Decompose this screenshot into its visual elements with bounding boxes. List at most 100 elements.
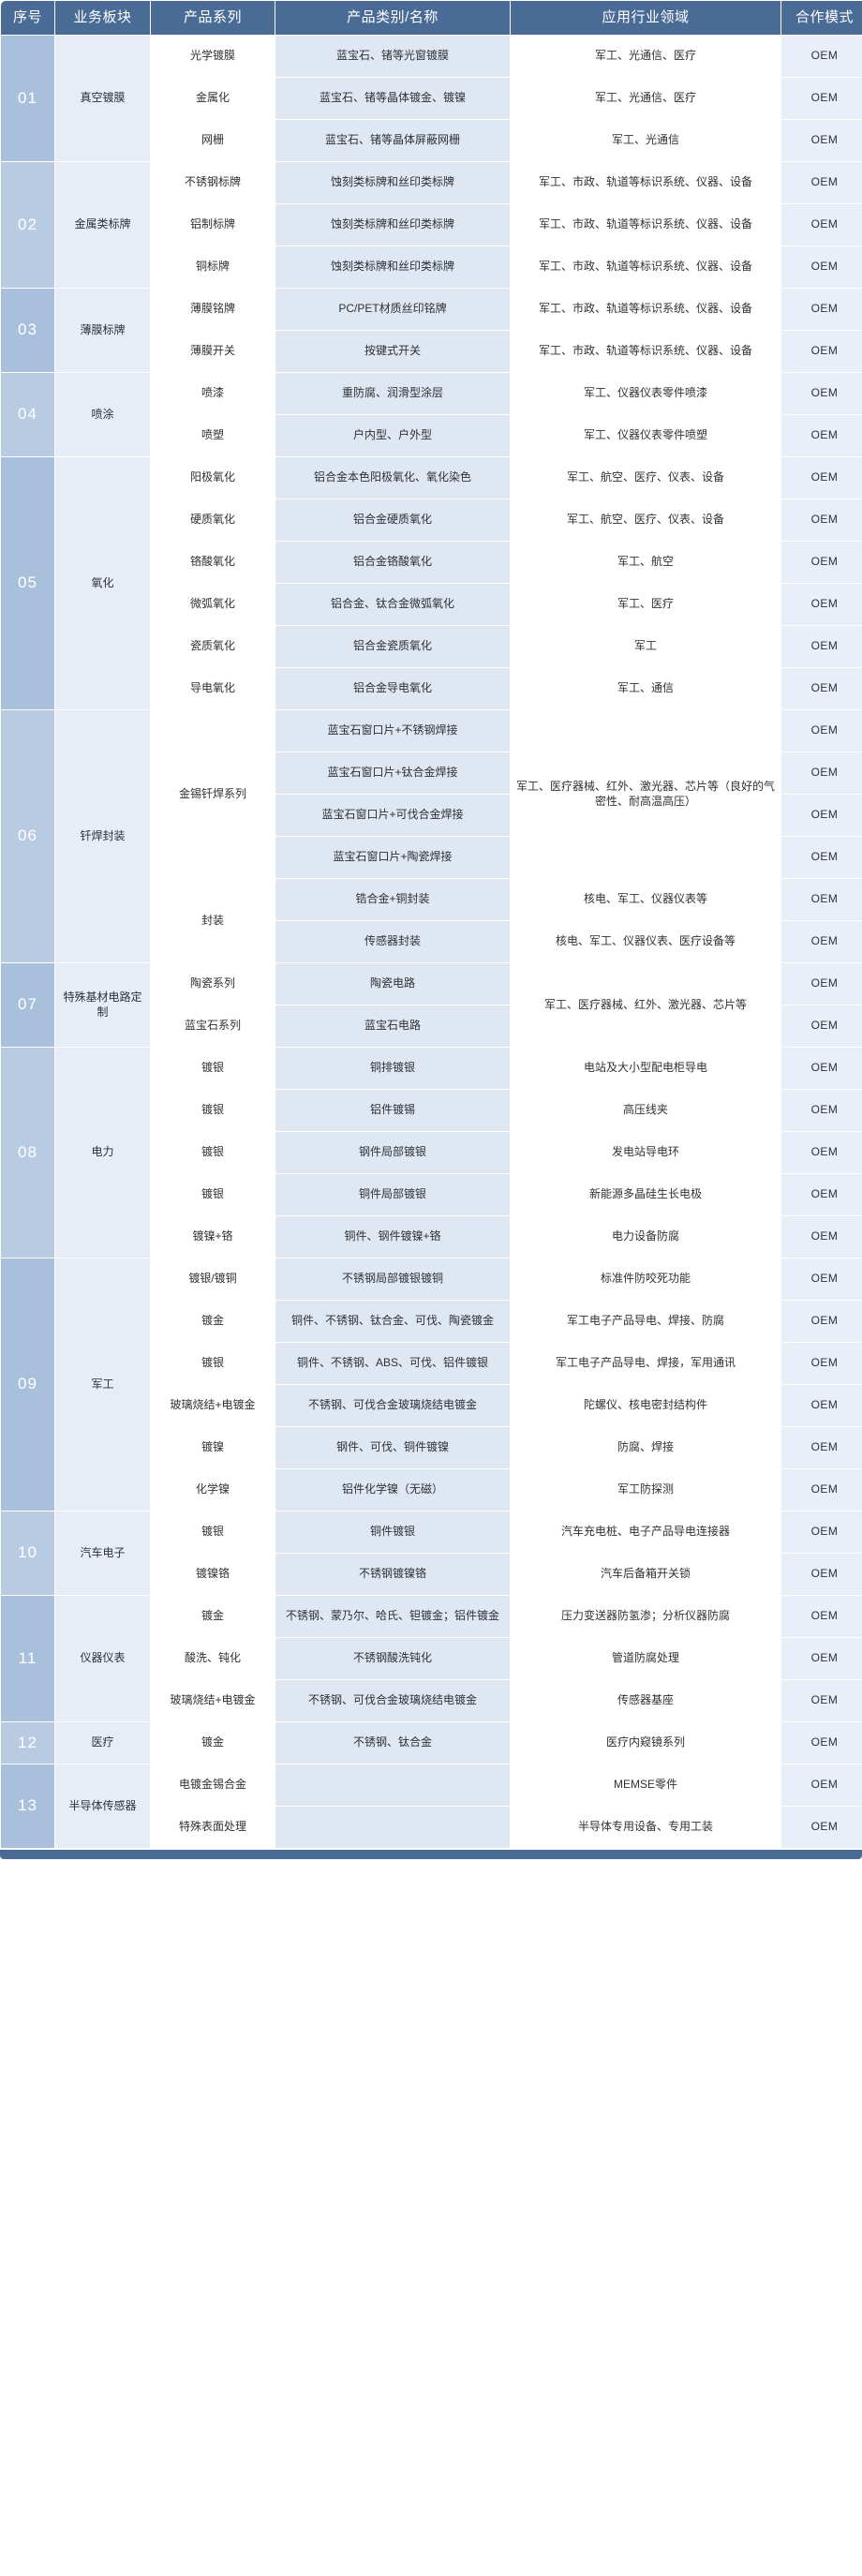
product-series-cell: 镀银/镀铜	[151, 1258, 275, 1300]
product-series-cell: 不锈钢标牌	[151, 162, 275, 203]
industry-field-cell: 军工、市政、轨道等标识系统、仪器、设备	[511, 204, 780, 246]
table-row: 镀银 钢件局部镀银 发电站导电环 OEM	[1, 1132, 862, 1173]
table-row: 04 喷涂 喷漆 重防腐、润滑型涂层 军工、仪器仪表零件喷漆 OEM	[1, 373, 862, 456]
business-segment-cell: 真空镀膜	[55, 36, 150, 161]
table-row: 蓝宝石窗口片+陶瓷焊接 OEM	[1, 837, 862, 878]
industry-field-cell: 军工电子产品导电、焊接、防腐	[511, 1301, 780, 1342]
table-row: 09 军工 镀银/镀铜 不锈钢局部镀银镀铜 标准件防咬死功能 OEM	[1, 1258, 862, 1511]
product-category-cell: 蓝宝石、锗等晶体镀金、镀镍	[275, 78, 510, 119]
industry-field-cell: 军工、仪器仪表零件喷塑	[511, 415, 780, 456]
product-category-cell: 陶瓷电路	[275, 963, 510, 1005]
cooperation-mode-cell: OEM	[781, 1048, 862, 1089]
column-header-category: 产品类别/名称	[275, 1, 510, 35]
industry-field-cell: 军工、市政、轨道等标识系统、仪器、设备	[511, 289, 780, 330]
cooperation-mode-cell: OEM	[781, 415, 862, 456]
product-category-cell: 户内型、户外型	[275, 415, 510, 456]
product-category-cell: 铜件镀银	[275, 1511, 510, 1553]
product-category-cell: 不锈钢镀镍铬	[275, 1554, 510, 1595]
table-row: 铝制标牌 蚀刻类标牌和丝印类标牌 军工、市政、轨道等标识系统、仪器、设备 OEM	[1, 204, 862, 246]
product-category-cell: 蚀刻类标牌和丝印类标牌	[275, 246, 510, 288]
product-series-cell: 镀银	[151, 1048, 275, 1089]
column-header-segment: 业务板块	[55, 1, 150, 35]
cooperation-mode-cell: OEM	[781, 499, 862, 541]
industry-field-cell: 军工、医疗器械、红外、激光器、芯片等（良好的气密性、耐高温高压）	[511, 710, 780, 878]
product-series-cell: 喷塑	[151, 415, 275, 456]
product-category-cell: 不锈钢、可伐合金玻璃烧结电镀金	[275, 1385, 510, 1426]
industry-field-cell: 高压线夹	[511, 1090, 780, 1131]
product-category-cell: 钢件、可伐、铜件镀镍	[275, 1427, 510, 1468]
cooperation-mode-cell: OEM	[781, 1638, 862, 1679]
table-row: 金属化 蓝宝石、锗等晶体镀金、镀镍 军工、光通信、医疗 OEM	[1, 78, 862, 119]
product-series-cell: 镀银	[151, 1090, 275, 1131]
cooperation-mode-cell: OEM	[781, 1174, 862, 1215]
cooperation-mode-cell: OEM	[781, 1764, 862, 1806]
table-row: 化学镍 铝件化学镍（无磁） 军工防探测 OEM	[1, 1469, 862, 1511]
product-series-cell: 镀银	[151, 1174, 275, 1215]
cooperation-mode-cell: OEM	[781, 584, 862, 625]
table-row: 01 真空镀膜 光学镀膜 蓝宝石、锗等光窗镀膜 军工、光通信、医疗 OEM	[1, 36, 862, 161]
footer-bar	[0, 1850, 862, 1859]
product-series-cell: 镀银	[151, 1343, 275, 1384]
industry-field-cell: 标准件防咬死功能	[511, 1258, 780, 1300]
table-row: 镀银 铜件、不锈钢、ABS、可伐、铝件镀银 军工电子产品导电、焊接，军用通讯 OEM	[1, 1343, 862, 1384]
business-segment-cell: 钎焊封装	[55, 710, 150, 962]
table-row: 蓝宝石窗口片+可伐合金焊接 OEM	[1, 795, 862, 836]
product-series-cell: 光学镀膜	[151, 36, 275, 77]
product-series-cell: 微弧氧化	[151, 584, 275, 625]
product-series-cell: 喷漆	[151, 373, 275, 414]
table-row: 微弧氧化 铝合金、钛合金微弧氧化 军工、医疗 OEM	[1, 584, 862, 625]
cooperation-mode-cell: OEM	[781, 1301, 862, 1342]
product-category-cell: 铝合金瓷质氧化	[275, 626, 510, 667]
industry-field-cell: 军工、光通信、医疗	[511, 78, 780, 119]
table-row: 镀镍 钢件、可伐、铜件镀镍 防腐、焊接 OEM	[1, 1427, 862, 1468]
industry-field-cell: 军工、仪器仪表零件喷漆	[511, 373, 780, 414]
cooperation-mode-cell: OEM	[781, 921, 862, 962]
business-segment-cell: 军工	[55, 1258, 150, 1511]
table-row: 06 钎焊封装 金锡钎焊系列 蓝宝石窗口片+不锈钢焊接 军工、医疗器械、红外、激光器、芯…	[1, 710, 862, 962]
industry-field-cell: 军工	[511, 626, 780, 667]
table-row: 13 半导体传感器 电镀金锡合金 MEMSE零件 OEM	[1, 1764, 862, 1848]
product-category-cell: 锆合金+铜封装	[275, 879, 510, 920]
cooperation-mode-cell: OEM	[781, 795, 862, 836]
table-row: 玻璃烧结+电镀金 不锈钢、可伐合金玻璃烧结电镀金 传感器基座 OEM	[1, 1680, 862, 1721]
cooperation-mode-cell: OEM	[781, 1427, 862, 1468]
table-row: 11 仪器仪表 镀金 不锈钢、蒙乃尔、哈氏、钽镀金；铝件镀金 压力变送器防氢渗；分析仪器…	[1, 1596, 862, 1721]
cooperation-mode-cell: OEM	[781, 162, 862, 203]
industry-field-cell: 汽车后备箱开关锁	[511, 1554, 780, 1595]
row-index-cell: 05	[1, 457, 54, 709]
table-row: 蓝宝石系列 蓝宝石电路 OEM	[1, 1005, 862, 1047]
table-row: 镀镍铬 不锈钢镀镍铬 汽车后备箱开关锁 OEM	[1, 1554, 862, 1595]
table-row: 镀银 铜件局部镀银 新能源多晶硅生长电极 OEM	[1, 1174, 862, 1215]
product-series-cell: 镀银	[151, 1511, 275, 1553]
product-category-cell: 铝合金、钛合金微弧氧化	[275, 584, 510, 625]
table-row: 铜标牌 蚀刻类标牌和丝印类标牌 军工、市政、轨道等标识系统、仪器、设备 OEM	[1, 246, 862, 288]
product-series-cell: 铬酸氧化	[151, 542, 275, 583]
product-category-cell: 铝件镀锡	[275, 1090, 510, 1131]
cooperation-mode-cell: OEM	[781, 879, 862, 920]
product-series-cell: 镀金	[151, 1596, 275, 1637]
table-row: 硬质氧化 铝合金硬质氧化 军工、航空、医疗、仪表、设备 OEM	[1, 499, 862, 541]
product-series-cell: 瓷质氧化	[151, 626, 275, 667]
industry-field-cell: 压力变送器防氢渗；分析仪器防腐	[511, 1596, 780, 1637]
row-index-cell: 01	[1, 36, 54, 161]
product-series-cell: 酸洗、钝化	[151, 1638, 275, 1679]
cooperation-mode-cell: OEM	[781, 373, 862, 414]
industry-field-cell: 发电站导电环	[511, 1132, 780, 1173]
product-category-cell: 铜件、不锈钢、钛合金、可伐、陶瓷镀金	[275, 1301, 510, 1342]
table-row: 喷塑 户内型、户外型 军工、仪器仪表零件喷塑 OEM	[1, 415, 862, 456]
business-segment-cell: 电力	[55, 1048, 150, 1258]
cooperation-mode-cell: OEM	[781, 1722, 862, 1764]
product-series-cell: 镀镍	[151, 1427, 275, 1468]
industry-field-cell: 电力设备防腐	[511, 1216, 780, 1258]
row-index-cell: 13	[1, 1764, 54, 1848]
table-row: 02 金属类标牌 不锈钢标牌 蚀刻类标牌和丝印类标牌 军工、市政、轨道等标识系统、仪器、…	[1, 162, 862, 288]
cooperation-mode-cell: OEM	[781, 963, 862, 1005]
cooperation-mode-cell: OEM	[781, 1596, 862, 1637]
product-category-cell	[275, 1764, 510, 1806]
product-category-cell: 传感器封装	[275, 921, 510, 962]
industry-field-cell: 军工、光通信、医疗	[511, 36, 780, 77]
product-category-cell: PC/PET材质丝印铭牌	[275, 289, 510, 330]
industry-field-cell: 军工电子产品导电、焊接，军用通讯	[511, 1343, 780, 1384]
cooperation-mode-cell: OEM	[781, 710, 862, 752]
row-index-cell: 08	[1, 1048, 54, 1258]
